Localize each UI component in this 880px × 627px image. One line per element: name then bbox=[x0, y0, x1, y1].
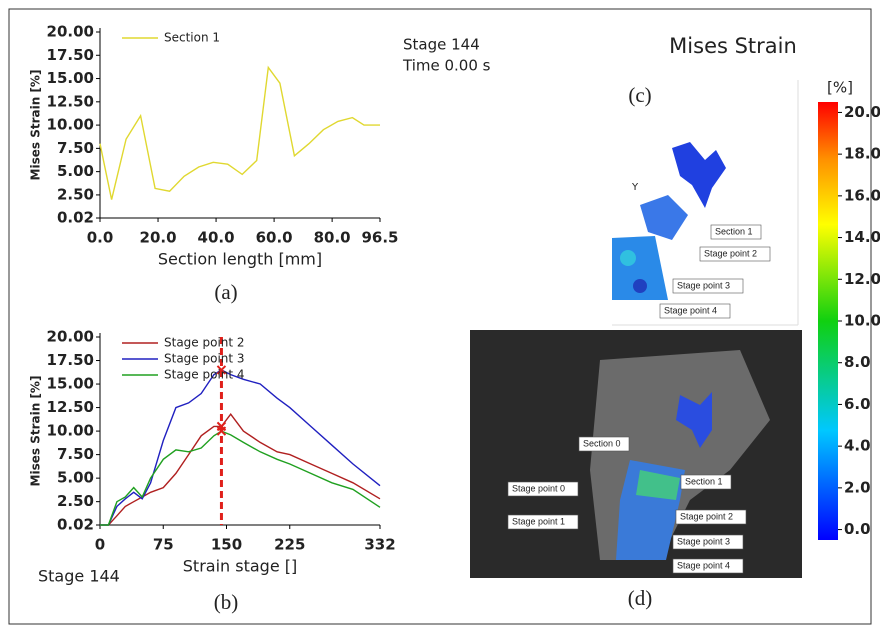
y-tick-label: 20.00 bbox=[47, 23, 94, 41]
annotation: Section 0 bbox=[583, 438, 621, 448]
annotation: Stage point 2 bbox=[680, 511, 733, 521]
y-tick-label: 17.50 bbox=[47, 351, 94, 369]
x-tick-label: 40.0 bbox=[198, 229, 235, 247]
x-tick-label: 150 bbox=[211, 536, 242, 554]
series-line bbox=[100, 413, 381, 526]
y-tick-label: 7.50 bbox=[57, 445, 94, 463]
x-tick-label: 96.5 bbox=[361, 229, 398, 247]
panel-label: (a) bbox=[214, 280, 237, 304]
x-tick-label: 75 bbox=[153, 536, 174, 554]
series-line bbox=[100, 369, 381, 526]
annotations-c: Section 1 Stage point 2 Stage point 3 Stage… bbox=[659, 224, 771, 319]
stage-marker bbox=[216, 426, 227, 436]
annotation-box bbox=[672, 534, 744, 550]
y-tick-label: 17.50 bbox=[47, 46, 94, 64]
y-tick-label: 0.02 bbox=[57, 516, 94, 534]
frame bbox=[8, 8, 872, 625]
colorbar bbox=[818, 102, 838, 540]
y-tick-label: 5.00 bbox=[57, 469, 94, 487]
x-tick-label: 225 bbox=[274, 536, 305, 554]
stage-info: Stage 144 bbox=[403, 36, 480, 54]
axis-indicator: Y bbox=[631, 182, 639, 193]
annotation: Stage point 4 bbox=[664, 305, 717, 315]
y-tick-label: 10.00 bbox=[47, 422, 94, 440]
colorbar-tick-label: 8.0 bbox=[844, 353, 871, 371]
colorbar-label: [%] bbox=[827, 79, 853, 97]
x-tick-label: 0 bbox=[95, 536, 105, 554]
annotation-box bbox=[699, 246, 771, 262]
x-tick-label: 0.0 bbox=[87, 229, 114, 247]
camera-image bbox=[470, 330, 802, 578]
y-tick-label: 20.00 bbox=[47, 328, 94, 346]
colorbar-tick-label: 12.0 bbox=[844, 270, 880, 288]
annotation: Stage point 4 bbox=[677, 560, 730, 570]
y-tick-label: 0.02 bbox=[57, 209, 94, 227]
y-tick-label: 12.50 bbox=[47, 92, 94, 110]
panel-label: (d) bbox=[628, 586, 653, 610]
contour-image: Y bbox=[612, 80, 799, 326]
stage-marker bbox=[216, 365, 227, 375]
annotation-box bbox=[507, 514, 579, 530]
annotation: Stage point 3 bbox=[677, 536, 730, 546]
colorbar-tick-label: 4.0 bbox=[844, 437, 871, 455]
annotation: Stage point 2 bbox=[704, 248, 757, 258]
annotation: Section 1 bbox=[715, 226, 753, 236]
annotation: Stage point 0 bbox=[512, 483, 565, 493]
y-tick-label: 15.00 bbox=[47, 375, 94, 393]
annotation-box bbox=[672, 278, 744, 294]
x-tick-label: 332 bbox=[364, 536, 395, 554]
y-axis-label: Mises Strain [%] bbox=[29, 376, 43, 487]
annotation-box bbox=[659, 303, 731, 319]
annotation-box bbox=[680, 474, 732, 490]
colorbar-tick-label: 2.0 bbox=[844, 478, 871, 496]
x-axis-label: Section length [mm] bbox=[158, 250, 322, 269]
y-tick-label: 10.00 bbox=[47, 116, 94, 134]
colorbar-tick-label: 6.0 bbox=[844, 395, 871, 413]
time-info: Time 0.00 s bbox=[402, 57, 491, 75]
legend-label: Stage point 4 bbox=[164, 368, 245, 382]
annotation-box bbox=[578, 436, 630, 452]
colorbar-tick-label: 0.0 bbox=[844, 520, 871, 538]
y-tick-label: 12.50 bbox=[47, 398, 94, 416]
y-tick-label: 15.00 bbox=[47, 69, 94, 87]
x-tick-label: 20.0 bbox=[140, 229, 177, 247]
y-tick-label: 2.50 bbox=[57, 185, 94, 203]
annotation: Stage point 3 bbox=[677, 280, 730, 290]
colorbar-tick-label: 18.0 bbox=[844, 145, 880, 163]
annotation-box bbox=[675, 509, 747, 525]
colorbar-tick-label: 16.0 bbox=[844, 186, 880, 204]
x-tick-label: 60.0 bbox=[256, 229, 293, 247]
y-tick-label: 2.50 bbox=[57, 492, 94, 510]
y-axis-label: Mises Strain [%] bbox=[29, 70, 43, 181]
y-tick-label: 5.00 bbox=[57, 162, 94, 180]
annotation-box bbox=[672, 558, 744, 574]
legend-label: Stage point 3 bbox=[164, 352, 245, 366]
series-line bbox=[99, 65, 380, 200]
annotations-d: Section 0 Stage point 0 Section 1 Stage poi… bbox=[507, 436, 747, 574]
annotation-box bbox=[507, 481, 579, 497]
colorbar-tick-label: 10.0 bbox=[844, 312, 880, 330]
series-line bbox=[100, 430, 381, 526]
chart: 0.02 2.50 5.00 7.50 10.00 12.50 15.00 17.50 20.0… bbox=[29, 23, 399, 269]
x-axis-label: Strain stage [] bbox=[183, 557, 297, 576]
stage-label: Stage 144 bbox=[38, 567, 120, 586]
legend-label: Stage point 2 bbox=[164, 336, 245, 350]
panel-label: (c) bbox=[628, 83, 651, 107]
annotation-box bbox=[710, 224, 762, 240]
panel-label: (b) bbox=[214, 590, 239, 614]
contour-title: Mises Strain bbox=[669, 34, 797, 58]
y-tick-label: 7.50 bbox=[57, 139, 94, 157]
x-tick-label: 80.0 bbox=[314, 229, 351, 247]
legend-label: Section 1 bbox=[164, 31, 220, 45]
annotation: Section 1 bbox=[685, 476, 723, 486]
colorbar-tick-label: 14.0 bbox=[844, 228, 880, 246]
colorbar-ticks: 20.0 18.0 16.0 14.0 12.0 10.0 8.0 6.0 4.0 2.0 0.0 bbox=[838, 103, 880, 538]
annotation: Stage point 1 bbox=[512, 516, 565, 526]
colorbar-tick-label: 20.0 bbox=[844, 103, 880, 121]
chart: 0.02 2.50 5.00 7.50 10.00 12.50 15.00 17.50 20.0… bbox=[29, 328, 396, 576]
